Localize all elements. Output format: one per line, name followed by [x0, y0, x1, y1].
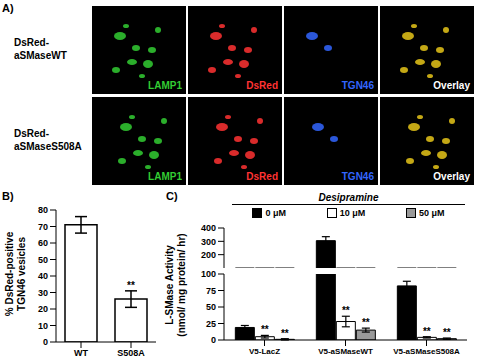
html-text:TGN46: TGN46 [341, 80, 374, 91]
svg-text:80: 80 [38, 205, 48, 215]
svg-text:20: 20 [38, 304, 48, 314]
svg-text:**: ** [362, 317, 370, 328]
svg-text:**: ** [443, 327, 451, 338]
svg-text:**: ** [423, 326, 431, 337]
svg-text:**: ** [127, 280, 135, 291]
html-text:A): A) [2, 2, 14, 14]
html-text:L-SMase Activity: L-SMase Activity [164, 245, 175, 325]
html-text:TGN46 vesicles: TGN46 vesicles [16, 237, 27, 311]
html-text:DsRed-: DsRed- [14, 37, 49, 48]
html-text:0 μM: 0 μM [265, 208, 286, 218]
svg-text:10: 10 [38, 321, 48, 331]
html-text:LAMP1: LAMP1 [148, 80, 182, 91]
html-text:DsRed: DsRed [246, 80, 278, 91]
svg-text:60: 60 [38, 238, 48, 248]
html-text:B): B) [2, 190, 14, 202]
html-text:aSMaseWT: aSMaseWT [14, 50, 67, 61]
svg-text:V5-aSMaseS508A: V5-aSMaseS508A [393, 347, 460, 356]
html-text:aSMaseS508A: aSMaseS508A [14, 141, 82, 152]
html-text:DsRed: DsRed [246, 171, 278, 182]
svg-text:400: 400 [201, 223, 216, 233]
svg-text:75: 75 [206, 286, 216, 296]
svg-text:V5-aSMaseWT: V5-aSMaseWT [318, 347, 373, 356]
html-text:Desipramine: Desipramine [318, 192, 379, 203]
html-text:Overlay: Overlay [433, 171, 470, 182]
html-text:TGN46: TGN46 [341, 171, 374, 182]
svg-text:0: 0 [211, 335, 216, 345]
svg-text:S508A: S508A [117, 348, 145, 358]
svg-text:70: 70 [38, 222, 48, 232]
html-text:% DsRed-positive: % DsRed-positive [4, 231, 15, 317]
svg-text:200: 200 [201, 250, 216, 260]
html-text:DsRed-: DsRed- [14, 128, 49, 139]
svg-text:25: 25 [206, 319, 216, 329]
html-text:Overlay: Overlay [433, 80, 470, 91]
svg-text:300: 300 [201, 237, 216, 247]
svg-text:**: ** [261, 324, 269, 335]
svg-text:**: ** [342, 305, 350, 316]
svg-text:50: 50 [206, 302, 216, 312]
html-text:LAMP1: LAMP1 [148, 171, 182, 182]
svg-text:40: 40 [38, 271, 48, 281]
html-text:C): C) [166, 190, 178, 202]
svg-text:50: 50 [38, 255, 48, 265]
svg-text:WT: WT [74, 348, 88, 358]
html-text:10 μM: 10 μM [339, 208, 366, 218]
html-text:50 μM: 50 μM [419, 208, 445, 218]
html-text:(nmol/ mg protein/ hr): (nmol/ mg protein/ hr) [176, 233, 187, 337]
svg-text:30: 30 [38, 288, 48, 298]
svg-text:**: ** [281, 328, 289, 339]
svg-text:0: 0 [43, 337, 48, 347]
svg-text:100: 100 [201, 270, 216, 279]
svg-text:V5-LacZ: V5-LacZ [249, 347, 280, 356]
